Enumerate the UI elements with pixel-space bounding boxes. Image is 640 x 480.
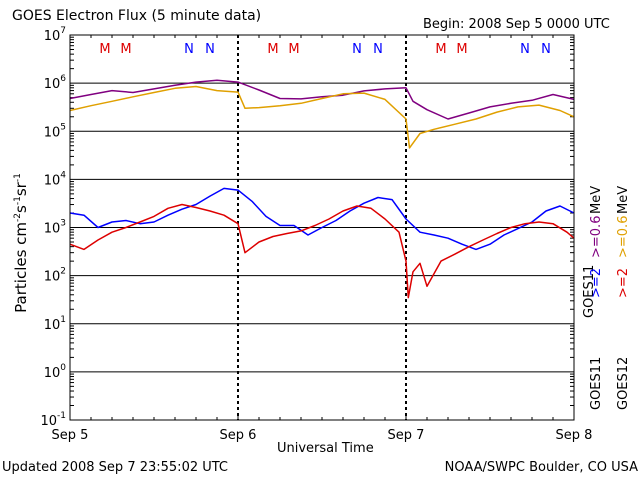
y-tick-label: 103 [44,219,66,237]
x-tick-label: Sep 8 [556,428,593,443]
local-time-marker: M [99,42,110,57]
local-time-marker: N [352,42,362,57]
plot-frame [69,34,575,421]
chart-grid [69,35,575,420]
local-time-marker: M [288,42,299,57]
y-tick-label: 100 [44,363,67,381]
y-tick-exponent: 7 [60,26,66,36]
y-tick-exponent: 3 [60,219,66,229]
y-tick-exponent: 5 [60,122,66,132]
x-tick-label: Sep 5 [52,428,89,443]
source-credit: NOAA/SWPC Boulder, CO USA [444,460,638,475]
y-tick-exponent: 2 [60,267,66,277]
updated-time: Updated 2008 Sep 7 23:55:02 UTC [2,460,229,475]
local-time-marker: N [205,42,215,57]
y-tick-label: 106 [44,74,67,92]
chart-series [69,79,575,299]
local-time-marker: N [520,42,530,57]
y-tick-label: 101 [44,315,66,333]
x-tick-label: Sep 6 [220,428,257,443]
y-tick-exponent: -1 [57,411,66,421]
y-tick-exponent: 4 [60,170,66,180]
y-tick-exponent: 1 [60,315,66,325]
y-tick-label: 105 [44,122,66,140]
local-time-marker: M [456,42,467,57]
legend-goes11: GOES11 [582,264,597,318]
y-tick-exponent: 6 [60,74,66,84]
x-tick-labels: Sep 5 Sep 6 Sep 7 Sep 8 [52,428,593,443]
begin-time: Begin: 2008 Sep 5 0000 UTC [423,17,610,32]
y-tick-label: 107 [44,26,66,44]
y-tick-label: 10-1 [40,411,66,429]
local-time-marker: N [184,42,194,57]
series-line-goes12_ge06 [69,85,575,149]
series-line-goes11_ge2 [69,187,575,251]
local-time-marker: N [541,42,551,57]
legend-goes11-col [490,40,506,300]
local-time-marker: N [373,42,383,57]
chart-title: GOES Electron Flux (5 minute data) [12,8,262,24]
local-time-marker: M [435,42,446,57]
x-tick-label: Sep 7 [388,428,425,443]
y-tick-label: 102 [44,267,66,285]
y-tick-exponent: 0 [60,363,66,373]
series-line-goes12_ge2 [69,203,575,299]
x-axis-label: Universal Time [277,441,374,456]
local-time-marker: M [267,42,278,57]
y-tick-label: 104 [44,170,67,188]
local-time-marker: M [120,42,131,57]
